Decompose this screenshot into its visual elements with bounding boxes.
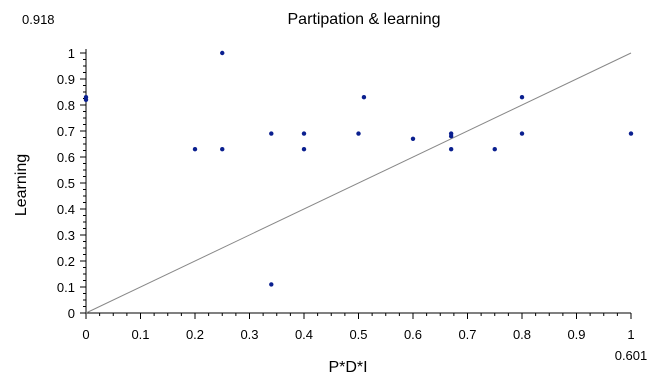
corner-value-top-left: 0.918 [22,12,55,27]
y-tick-label: 0.2 [57,254,75,269]
y-tick-label: 0.9 [57,72,75,87]
data-point [448,147,454,152]
x-tick-label: 0.9 [567,327,585,342]
data-point [192,147,198,152]
data-point [220,147,225,152]
x-tick-label: 0.3 [240,327,258,342]
y-tick-label: 0.8 [57,98,75,113]
y-tick-label: 0.3 [57,228,75,243]
chart-title: Partipation & learning [288,11,441,28]
data-point [356,131,361,136]
data-point [83,97,89,103]
data-point [269,282,274,287]
x-tick-label: 1 [627,327,634,342]
y-tick-label: 0 [68,306,75,321]
data-point [492,147,497,152]
data-point [301,147,307,152]
data-point [361,95,367,100]
data-point [301,131,307,136]
x-tick-label: 0.8 [513,327,531,342]
data-point [448,134,454,139]
x-tick-label: 0 [82,327,89,342]
reference-line [85,52,632,314]
x-tick-label: 0.4 [295,327,313,342]
corner-value-bottom-right: 0.601 [615,348,648,363]
x-tick-label: 0.7 [458,327,476,342]
x-axis-label: P*D*I [328,359,367,376]
data-point [269,131,274,136]
data-point [519,95,525,100]
x-tick-label: 0.5 [349,327,367,342]
y-tick-label: 0.6 [57,150,75,165]
y-tick-label: 0.1 [57,280,75,295]
y-tick-label: 0.5 [57,176,75,191]
x-tick-label: 0.1 [131,327,149,342]
y-tick-label: 0.7 [57,124,75,139]
x-tick-label: 0.6 [404,327,422,342]
y-tick-label: 1 [68,46,75,61]
data-point [220,50,225,56]
data-point [519,131,525,136]
y-axis-label: Learning [13,154,30,216]
x-tick-label: 0.2 [186,327,204,342]
data-point [410,136,416,141]
data-point [628,131,634,136]
y-tick-label: 0.4 [57,202,75,217]
